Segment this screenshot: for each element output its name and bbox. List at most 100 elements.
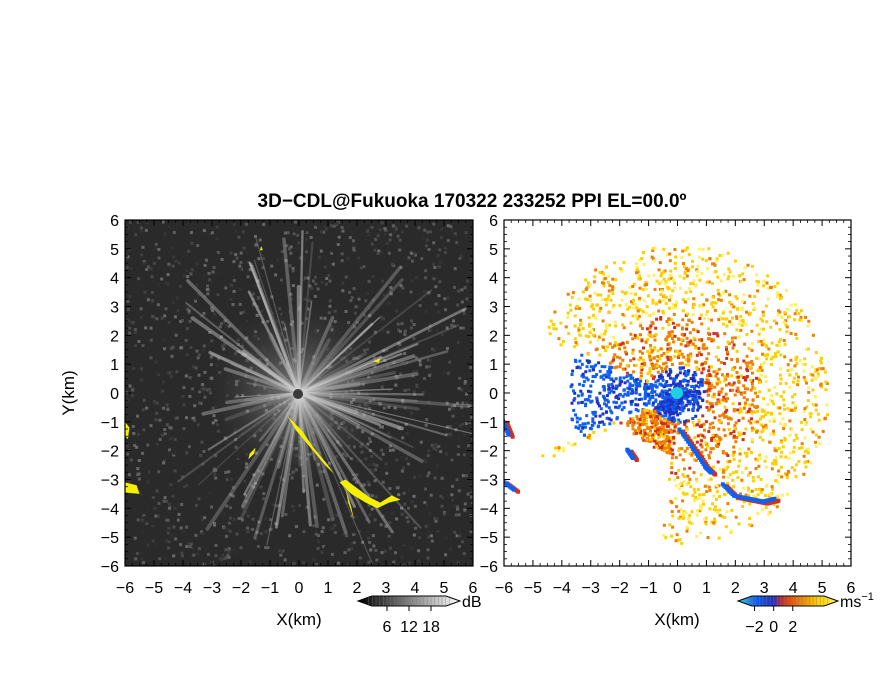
strong-echo-patch bbox=[125, 421, 130, 440]
velocity-cell bbox=[692, 328, 696, 332]
velocity-cell bbox=[674, 350, 678, 354]
noise-cell bbox=[437, 294, 441, 298]
noise-cell bbox=[167, 321, 171, 324]
velocity-cell bbox=[718, 401, 722, 405]
velocity-cell bbox=[770, 394, 773, 398]
velocity-cell bbox=[638, 349, 642, 353]
noise-cell bbox=[229, 251, 233, 255]
velocity-cell bbox=[716, 443, 720, 447]
velocity-cell bbox=[557, 446, 561, 450]
velocity-cell bbox=[588, 436, 592, 440]
noise-cell bbox=[248, 527, 252, 531]
noise-cell bbox=[449, 425, 452, 428]
velocity-cell bbox=[756, 512, 760, 515]
noise-cell bbox=[232, 284, 236, 288]
velocity-cell bbox=[750, 264, 754, 268]
velocity-cell bbox=[688, 466, 692, 470]
noise-cell bbox=[202, 311, 206, 315]
velocity-cell bbox=[587, 316, 591, 320]
velocity-cell bbox=[552, 454, 556, 458]
velocity-cell bbox=[778, 373, 782, 377]
velocity-cell bbox=[668, 252, 672, 256]
noise-cell bbox=[280, 278, 284, 282]
noise-cell bbox=[470, 495, 473, 499]
noise-cell bbox=[315, 563, 319, 566]
velocity-cell bbox=[713, 385, 717, 389]
velocity-cell bbox=[685, 492, 689, 496]
velocity-cell bbox=[722, 468, 726, 472]
velocity-cell bbox=[715, 332, 719, 336]
velocity-cell bbox=[810, 378, 814, 382]
noise-cell bbox=[379, 523, 383, 527]
noise-cell bbox=[198, 390, 202, 394]
noise-cell bbox=[194, 533, 198, 537]
velocity-cell bbox=[731, 478, 735, 482]
velocity-cell bbox=[748, 294, 752, 298]
velocity-cell bbox=[775, 392, 779, 396]
noise-cell bbox=[268, 528, 272, 532]
velocity-cell bbox=[611, 277, 615, 281]
velocity-cell bbox=[641, 251, 645, 254]
velocity-cell bbox=[780, 450, 784, 454]
noise-cell bbox=[128, 220, 132, 224]
velocity-cell bbox=[691, 373, 695, 377]
noise-cell bbox=[138, 489, 142, 493]
velocity-cell bbox=[747, 488, 750, 492]
velocity-cell bbox=[672, 441, 676, 445]
noise-cell bbox=[355, 480, 358, 484]
noise-cell bbox=[237, 517, 241, 520]
velocity-cell bbox=[767, 388, 771, 392]
velocity-cell bbox=[592, 280, 596, 284]
velocity-cell bbox=[743, 391, 747, 395]
velocity-cell bbox=[596, 338, 600, 342]
noise-cell bbox=[259, 532, 263, 536]
noise-cell bbox=[232, 289, 236, 293]
x-tick-label: 3 bbox=[382, 580, 391, 597]
velocity-cell bbox=[819, 383, 823, 387]
velocity-cell bbox=[646, 379, 650, 383]
noise-cell bbox=[405, 436, 408, 440]
noise-cell bbox=[203, 516, 207, 520]
velocity-cell bbox=[669, 269, 673, 273]
velocity-edge-cell bbox=[506, 432, 511, 437]
velocity-cell bbox=[762, 279, 766, 283]
noise-cell bbox=[394, 375, 398, 378]
velocity-cell bbox=[681, 249, 685, 253]
noise-cell bbox=[315, 483, 319, 487]
noise-cell bbox=[357, 529, 361, 533]
noise-cell bbox=[139, 493, 143, 497]
velocity-cell bbox=[644, 280, 648, 284]
noise-cell bbox=[456, 507, 460, 511]
velocity-cell bbox=[674, 423, 678, 427]
velocity-cell bbox=[579, 429, 583, 433]
velocity-cell bbox=[687, 363, 691, 367]
velocity-cell bbox=[701, 362, 704, 366]
noise-cell bbox=[310, 286, 314, 290]
velocity-cell bbox=[682, 480, 686, 483]
velocity-edge-cell bbox=[630, 456, 635, 460]
noise-cell bbox=[293, 562, 296, 566]
velocity-cell bbox=[783, 472, 787, 476]
noise-cell bbox=[440, 227, 444, 231]
velocity-cell bbox=[821, 429, 825, 433]
noise-cell bbox=[211, 421, 215, 425]
velocity-cell bbox=[670, 456, 674, 460]
velocity-cell bbox=[625, 364, 629, 368]
velocity-cell bbox=[763, 361, 766, 365]
velocity-cell bbox=[650, 410, 653, 414]
noise-cell bbox=[212, 266, 216, 269]
noise-cell bbox=[464, 231, 468, 235]
velocity-cell bbox=[628, 383, 632, 387]
noise-cell bbox=[202, 562, 206, 566]
noise-cell bbox=[288, 247, 291, 251]
velocity-cell bbox=[665, 253, 669, 257]
velocity-cell bbox=[589, 365, 593, 369]
noise-cell bbox=[403, 352, 407, 356]
velocity-cell bbox=[590, 305, 593, 309]
velocity-cell bbox=[780, 315, 784, 319]
velocity-cell bbox=[678, 412, 682, 415]
velocity-cell bbox=[717, 367, 721, 371]
velocity-cell bbox=[694, 384, 698, 388]
velocity-cell bbox=[725, 324, 729, 328]
noise-cell bbox=[234, 229, 238, 233]
